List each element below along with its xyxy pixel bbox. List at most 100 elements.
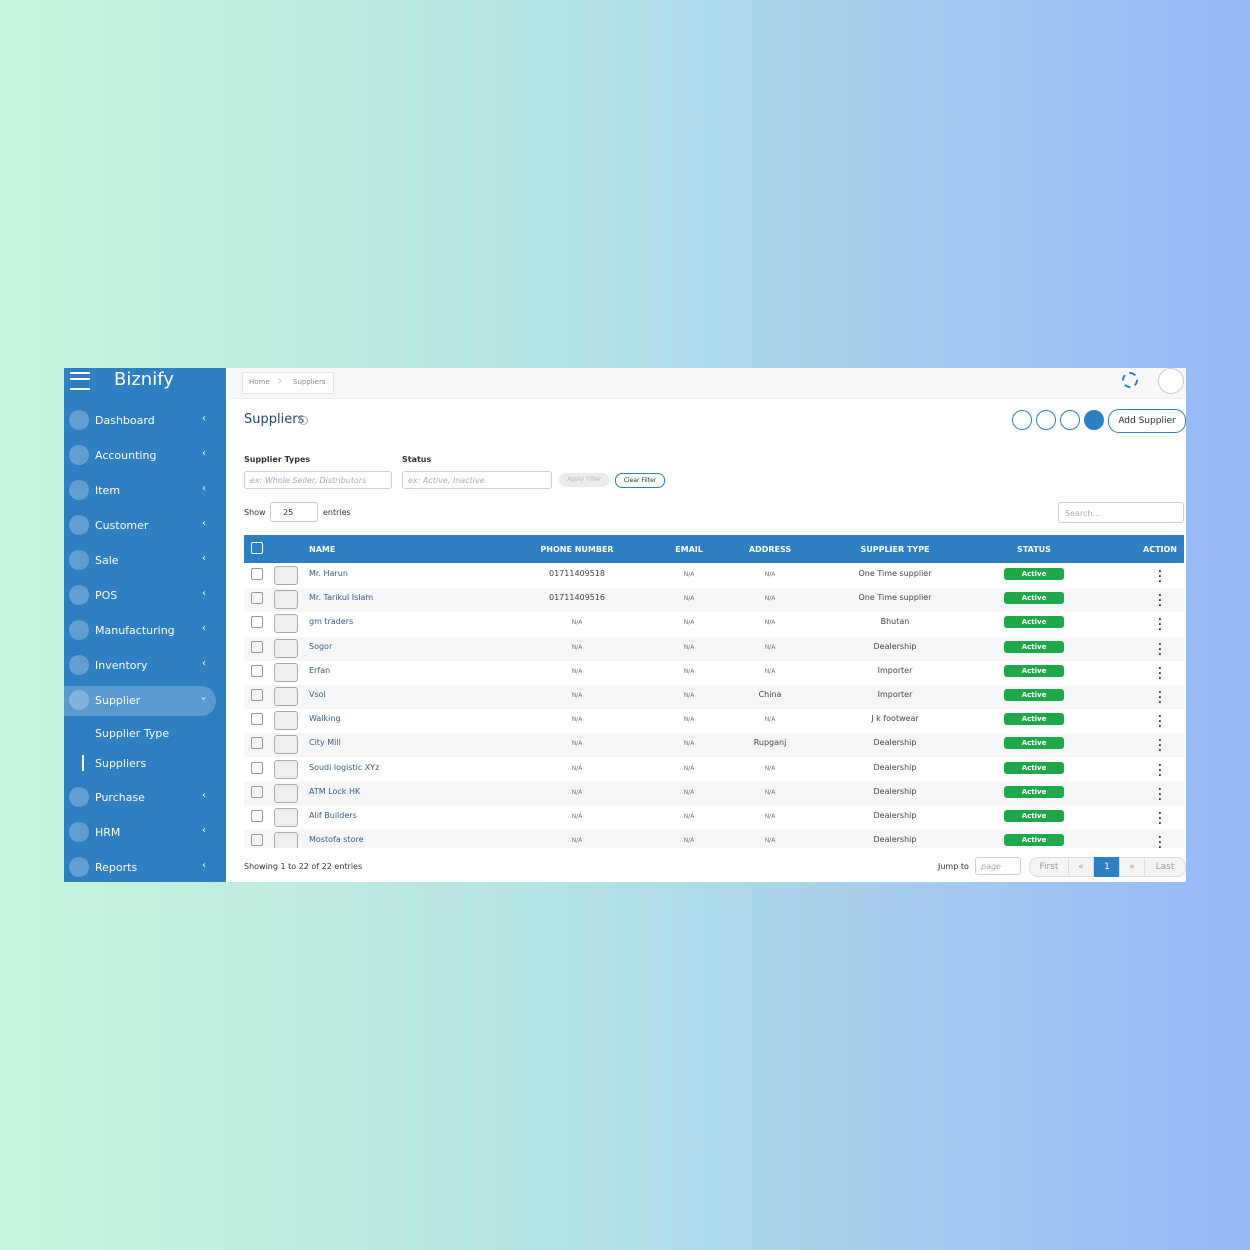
menu-icon	[69, 445, 89, 465]
action-icon-button[interactable]	[1036, 410, 1056, 430]
last-page-button[interactable]: Last	[1144, 857, 1186, 877]
supplier-image	[274, 759, 298, 779]
menu-item[interactable]: Sale ‹	[64, 546, 216, 576]
row-action-menu[interactable]: ...	[1158, 709, 1162, 731]
table-cell: Dealership	[873, 762, 917, 772]
column-header[interactable]: STATUS	[1017, 545, 1051, 554]
table-cell[interactable]: Soudi logistic XYz	[309, 762, 380, 772]
row-checkbox[interactable]	[251, 568, 263, 580]
table-cell[interactable]: Vsol	[309, 690, 326, 699]
menu-item[interactable]: Inventory ‹	[64, 651, 216, 681]
row-action-menu[interactable]: ...	[1158, 757, 1162, 779]
column-header[interactable]: EMAIL	[675, 545, 703, 554]
user-avatar[interactable]	[1158, 368, 1184, 394]
menu-label: Dashboard	[95, 414, 155, 427]
table-cell: 01711409518	[549, 569, 605, 578]
table-cell[interactable]: Alif Builders	[309, 811, 357, 820]
row-action-menu[interactable]: ...	[1158, 733, 1162, 755]
menu-label: Reports	[95, 861, 138, 874]
row-checkbox[interactable]	[251, 616, 263, 629]
apply-filter-button[interactable]: Apply Filter	[559, 473, 609, 487]
search-input[interactable]: Search...	[1058, 502, 1184, 523]
table-cell: N/A	[571, 667, 583, 675]
column-header[interactable]: SUPPLIER TYPE	[860, 545, 930, 554]
breadcrumb-item[interactable]: Suppliers	[293, 378, 326, 386]
row-checkbox[interactable]	[251, 761, 263, 774]
table-cell[interactable]: City Mill	[309, 738, 341, 748]
status-select[interactable]: ex: Active, Inactive	[402, 471, 552, 489]
table-cell[interactable]: Mr. Harun	[309, 569, 348, 578]
row-action-menu[interactable]: ...	[1158, 685, 1162, 706]
action-icon-button[interactable]	[1060, 410, 1080, 430]
table-cell: N/A	[571, 837, 583, 845]
table-cell[interactable]: ATM Lock HK	[309, 786, 361, 796]
menu-label: Sale	[95, 554, 119, 567]
settings-icon[interactable]	[1122, 372, 1138, 388]
row-action-menu[interactable]: ...	[1158, 660, 1162, 682]
menu-item[interactable]: Dashboard ‹	[64, 406, 216, 436]
submenu-item[interactable]: Supplier Type	[82, 723, 212, 743]
row-checkbox[interactable]	[251, 713, 263, 726]
prev-page-button[interactable]: «	[1068, 857, 1094, 877]
menu-icon	[69, 585, 89, 605]
menu-item[interactable]: Customer ‹	[64, 511, 216, 541]
supplier-type-select[interactable]: ex: Whole Seller, Distributors	[244, 471, 392, 489]
supplier-image	[274, 590, 298, 610]
row-checkbox[interactable]	[251, 785, 263, 798]
menu-label: Purchase	[95, 791, 145, 804]
table-cell[interactable]: Walking	[309, 714, 341, 724]
table-cell[interactable]: gm traders	[309, 617, 354, 627]
submenu-item[interactable]: Suppliers	[82, 753, 212, 773]
table-cell[interactable]: Mr. Tarikul Islam	[309, 593, 374, 603]
menu-item[interactable]: Supplier ‹	[64, 686, 216, 716]
table-cell[interactable]: Erfan	[309, 665, 331, 675]
menu-toggle[interactable]	[70, 372, 90, 390]
column-header[interactable]: PHONE NUMBER	[540, 545, 614, 554]
column-header[interactable]: NAME	[309, 545, 336, 554]
row-checkbox[interactable]	[251, 834, 263, 847]
menu-label: Accounting	[95, 449, 157, 462]
row-checkbox[interactable]	[251, 664, 263, 677]
supplier-image	[274, 735, 298, 755]
row-checkbox[interactable]	[251, 810, 263, 822]
menu-chevron: ‹	[202, 448, 206, 459]
add-supplier-button[interactable]: Add Supplier	[1108, 409, 1186, 433]
menu-icon	[69, 480, 89, 500]
row-action-menu[interactable]: ...	[1158, 588, 1162, 610]
row-checkbox[interactable]	[251, 640, 263, 653]
page-input[interactable]: page	[975, 857, 1021, 875]
row-action-menu[interactable]: ...	[1158, 781, 1162, 803]
action-icon-button[interactable]	[1012, 410, 1032, 430]
menu-chevron: ‹	[202, 658, 206, 669]
menu-item[interactable]: Item ‹	[64, 476, 216, 506]
row-action-menu[interactable]: ...	[1158, 636, 1162, 658]
table-row: Sogor N/A N/A N/A Dealership Active...	[244, 636, 1184, 661]
length-select[interactable]: 25	[270, 502, 318, 522]
menu-label: Manufacturing	[95, 624, 175, 637]
next-page-button[interactable]: »	[1119, 857, 1145, 877]
breadcrumb-item[interactable]: Home	[249, 378, 270, 386]
row-checkbox[interactable]	[251, 689, 263, 701]
select-all-checkbox[interactable]	[251, 542, 263, 554]
menu-item[interactable]: HRM ‹	[64, 818, 216, 848]
menu-item[interactable]: POS ‹	[64, 581, 216, 611]
row-action-menu[interactable]: ...	[1158, 612, 1162, 634]
row-checkbox[interactable]	[251, 737, 263, 750]
menu-item[interactable]: Purchase ‹	[64, 783, 216, 813]
filter-icon-button[interactable]	[1084, 410, 1104, 430]
row-action-menu[interactable]: ...	[1158, 806, 1162, 827]
menu-item[interactable]: Reports ‹	[64, 853, 216, 882]
first-page-button[interactable]: First	[1029, 857, 1069, 877]
table-cell[interactable]: Sogor	[309, 641, 333, 651]
table-row: Alif Builders N/A N/A N/A Dealership Active..…	[244, 806, 1184, 830]
row-checkbox[interactable]	[251, 592, 263, 605]
menu-item[interactable]: Manufacturing ‹	[64, 616, 216, 646]
row-action-menu[interactable]: ...	[1158, 830, 1162, 848]
row-action-menu[interactable]: ...	[1158, 564, 1162, 585]
table-cell: N/A	[764, 667, 776, 675]
menu-item[interactable]: Accounting ‹	[64, 441, 216, 471]
column-header[interactable]: ADDRESS	[748, 545, 792, 554]
clear-filter-button[interactable]: Clear Filter	[615, 473, 665, 488]
table-cell[interactable]: Mostofa store	[309, 835, 364, 845]
current-page-button[interactable]: 1	[1094, 857, 1120, 877]
